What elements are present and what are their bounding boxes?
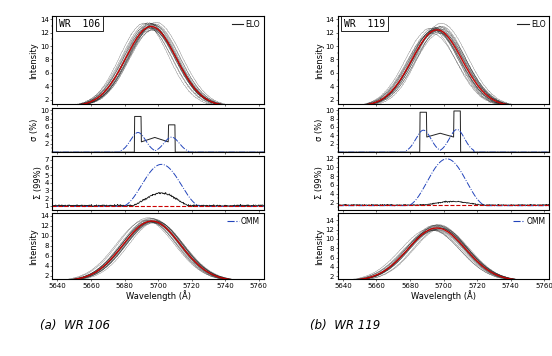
X-axis label: Wavelength (Å): Wavelength (Å) bbox=[411, 290, 476, 301]
Legend: ELO: ELO bbox=[232, 20, 260, 29]
Y-axis label: Intensity: Intensity bbox=[30, 228, 39, 265]
Legend: ELO: ELO bbox=[517, 20, 545, 29]
Y-axis label: σ (%): σ (%) bbox=[315, 119, 324, 141]
Text: WR  119: WR 119 bbox=[344, 19, 385, 29]
Y-axis label: σ (%): σ (%) bbox=[30, 119, 39, 141]
Text: (a)  WR 106: (a) WR 106 bbox=[40, 319, 109, 332]
Y-axis label: Intensity: Intensity bbox=[315, 42, 324, 79]
Text: (b)  WR 119: (b) WR 119 bbox=[310, 319, 380, 332]
Legend: OMM: OMM bbox=[513, 217, 545, 226]
Y-axis label: Intensity: Intensity bbox=[315, 228, 324, 265]
Y-axis label: Σ (99%): Σ (99%) bbox=[315, 166, 324, 199]
Legend: OMM: OMM bbox=[227, 217, 260, 226]
Y-axis label: Σ (99%): Σ (99%) bbox=[34, 166, 43, 199]
X-axis label: Wavelength (Å): Wavelength (Å) bbox=[126, 290, 190, 301]
Y-axis label: Intensity: Intensity bbox=[30, 42, 39, 79]
Text: WR  106: WR 106 bbox=[59, 19, 100, 29]
